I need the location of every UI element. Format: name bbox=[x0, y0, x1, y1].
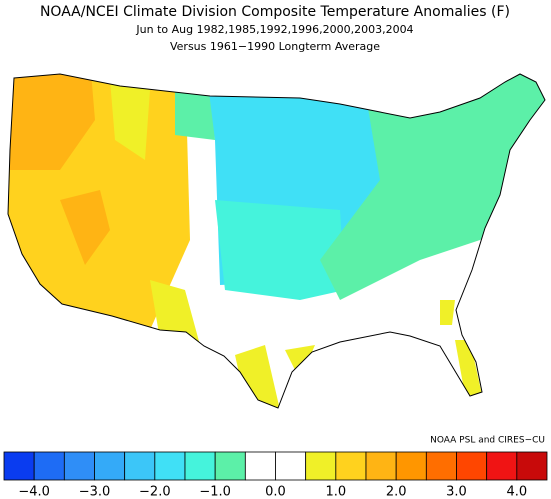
colorbar-box bbox=[33, 451, 65, 481]
title: NOAA/NCEI Climate Division Composite Tem… bbox=[40, 4, 510, 20]
colorbar-label: 1.0 bbox=[325, 485, 346, 499]
colorbar-box bbox=[456, 451, 488, 481]
note: Versus 1961−1990 Longterm Average bbox=[170, 40, 380, 53]
colorbar-box bbox=[365, 451, 397, 481]
colorbar-label: 4.0 bbox=[506, 485, 527, 499]
colorbar-box bbox=[63, 451, 95, 481]
colorbar-label: −1.0 bbox=[199, 485, 231, 499]
colorbar-box bbox=[305, 451, 337, 481]
colorbar-box bbox=[335, 451, 367, 481]
colorbar-label: 0.0 bbox=[265, 485, 286, 499]
credit: NOAA PSL and CIRES−CU bbox=[430, 436, 545, 446]
colorbar-box bbox=[486, 451, 518, 481]
colorbar-label: −2.0 bbox=[139, 485, 171, 499]
colorbar-label: 2.0 bbox=[386, 485, 407, 499]
colorbar-box bbox=[244, 451, 276, 481]
us-outline bbox=[7, 73, 546, 409]
colorbar-box bbox=[214, 451, 246, 481]
colorbar-box bbox=[94, 451, 126, 481]
colorbar-box bbox=[395, 451, 427, 481]
map bbox=[8, 74, 545, 408]
colorbar: −4.0 −3.0 −2.0 −1.0 0.0 1.0 2.0 3.0 4.0 bbox=[3, 451, 548, 499]
colorbar-label: 3.0 bbox=[446, 485, 467, 499]
colorbar-label: −3.0 bbox=[79, 485, 111, 499]
colorbar-box bbox=[425, 451, 457, 481]
colorbar-box bbox=[184, 451, 216, 481]
colorbar-box bbox=[516, 451, 548, 481]
colorbar-box bbox=[124, 451, 156, 481]
colorbar-box bbox=[154, 451, 186, 481]
colorbar-label: −4.0 bbox=[18, 485, 50, 499]
colorbar-box bbox=[3, 451, 35, 481]
colorbar-box bbox=[275, 451, 307, 481]
subtitle: Jun to Aug 1982,1985,1992,1996,2000,2003… bbox=[135, 23, 413, 36]
